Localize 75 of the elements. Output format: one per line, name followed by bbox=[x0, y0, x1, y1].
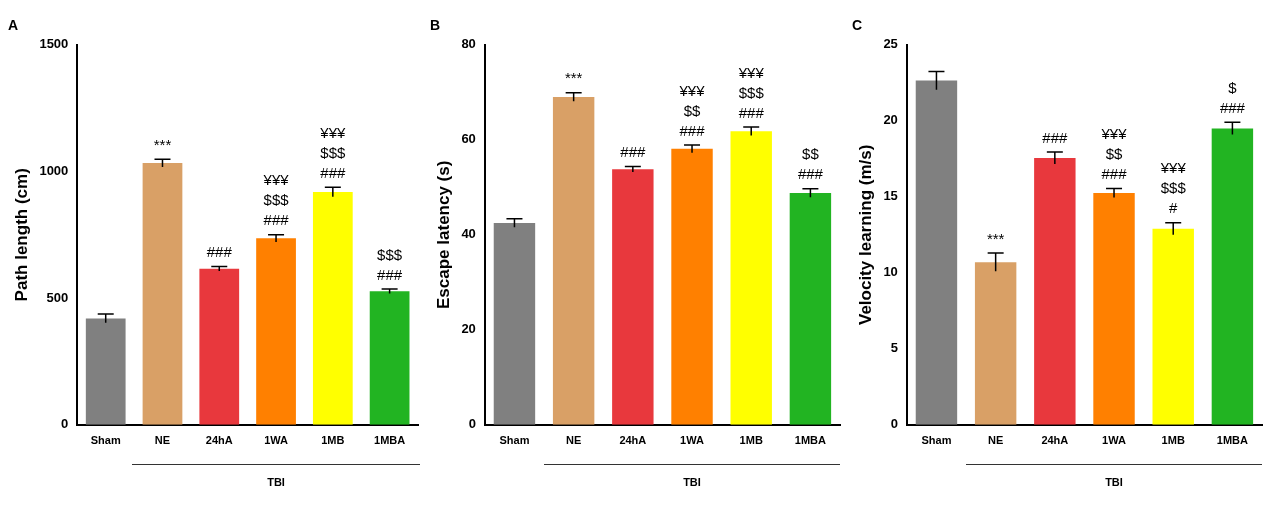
bar bbox=[369, 291, 410, 425]
x-tick-label: 1WA bbox=[680, 434, 704, 447]
text: TBI bbox=[1104, 476, 1124, 488]
x-tick-label: 24hA bbox=[1041, 434, 1069, 447]
bar bbox=[915, 80, 958, 425]
bar bbox=[85, 318, 126, 425]
bar bbox=[1034, 158, 1076, 425]
x-tick-label: NE bbox=[566, 434, 582, 447]
y-tick-label: 1000 bbox=[39, 163, 69, 179]
x-tick-label: Sham bbox=[90, 434, 121, 447]
bar bbox=[974, 262, 1017, 425]
annotation: *** bbox=[986, 229, 1005, 247]
annotation: ¥¥¥ $$ ### bbox=[1100, 125, 1128, 183]
x-tick-label: NE bbox=[988, 434, 1004, 447]
x-tick-label: 24hA bbox=[205, 434, 233, 447]
annotation: *** bbox=[564, 69, 583, 87]
annotation: $$$ ### bbox=[377, 245, 403, 283]
bar bbox=[199, 268, 240, 425]
bar bbox=[1211, 128, 1254, 425]
annotation: ### bbox=[620, 143, 646, 161]
bar bbox=[789, 193, 832, 425]
x-tick-label: 1WA bbox=[1102, 434, 1126, 447]
x-tick-label: 1MB bbox=[1161, 434, 1185, 447]
bar bbox=[256, 238, 296, 425]
annotation: $$ ### bbox=[797, 145, 824, 183]
y-tick-label: 25 bbox=[883, 36, 898, 52]
y-axis-title: Escape latency (s) bbox=[433, 160, 453, 309]
annotation: ### bbox=[206, 243, 233, 261]
x-tick-label: 24hA bbox=[619, 434, 647, 447]
y-axis-title: Path length (cm) bbox=[11, 168, 31, 302]
annotation: ¥¥¥ $$$ ### bbox=[737, 63, 765, 121]
x-tick-label: 1MB bbox=[739, 434, 763, 447]
y-tick-label: 0 bbox=[468, 416, 476, 432]
y-tick-label: 15 bbox=[883, 188, 898, 204]
y-tick-label: 1500 bbox=[39, 36, 69, 52]
x-tick-label: Sham bbox=[921, 434, 952, 447]
x-tick-label: 1MBA bbox=[1216, 434, 1249, 447]
bar bbox=[552, 97, 595, 425]
y-tick-label: 60 bbox=[461, 131, 476, 147]
y-tick-label: 0 bbox=[61, 416, 69, 432]
annotation: *** bbox=[153, 135, 172, 153]
annotation: ¥¥¥ $$$ # bbox=[1159, 159, 1187, 217]
x-tick-label: 1MBA bbox=[794, 434, 827, 447]
x-tick-label: 1WA bbox=[264, 434, 289, 447]
y-tick-label: 40 bbox=[461, 226, 476, 242]
y-tick-label: 20 bbox=[461, 321, 476, 337]
x-tick-label: 1MBA bbox=[374, 434, 406, 447]
annotation: $ ### bbox=[1219, 78, 1246, 116]
text: TBI bbox=[266, 476, 286, 488]
annotation: ¥¥¥ $$$ ### bbox=[319, 123, 346, 181]
bar bbox=[1093, 193, 1135, 425]
bar bbox=[1152, 228, 1194, 425]
y-tick-label: 10 bbox=[883, 264, 898, 280]
bar bbox=[671, 148, 713, 425]
y-tick-label: 20 bbox=[883, 112, 898, 128]
y-tick-label: 80 bbox=[461, 36, 476, 52]
bar bbox=[612, 169, 654, 425]
y-tick-label: 0 bbox=[890, 416, 898, 432]
annotation: ¥¥¥ $$$ ### bbox=[262, 171, 290, 229]
chart-title: B bbox=[430, 17, 441, 34]
annotation: ### bbox=[1042, 128, 1068, 146]
chart-title: C bbox=[852, 17, 863, 34]
x-tick-label: NE bbox=[154, 434, 171, 447]
annotation: ¥¥¥ $$ ### bbox=[678, 81, 706, 139]
x-tick-label: Sham bbox=[499, 434, 530, 447]
bar bbox=[312, 191, 353, 425]
x-tick-label: 1MB bbox=[321, 434, 345, 447]
chart-title: A bbox=[8, 17, 19, 34]
y-axis-title: Velocity learning (m/s) bbox=[855, 144, 875, 326]
bar bbox=[142, 163, 183, 425]
text: TBI bbox=[682, 476, 702, 488]
y-tick-label: 500 bbox=[46, 289, 69, 305]
bar bbox=[730, 131, 772, 425]
bar bbox=[493, 222, 536, 425]
y-tick-label: 5 bbox=[890, 340, 898, 356]
